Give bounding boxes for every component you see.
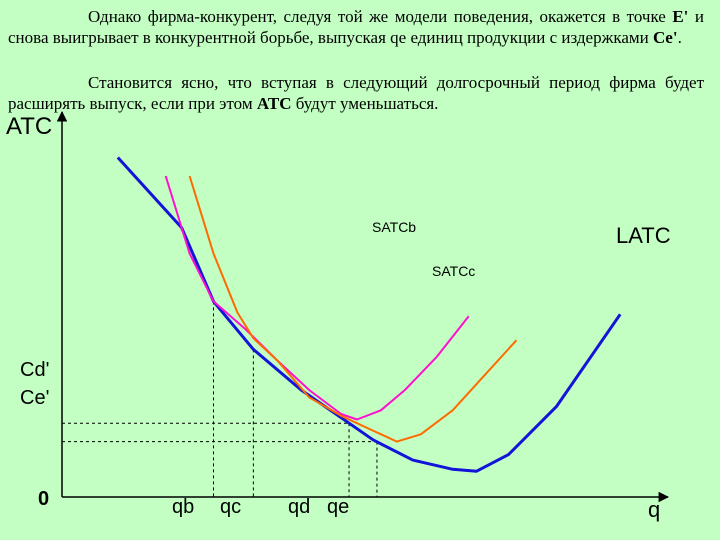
p2-text-a: Становится ясно, что вступая в следующий… bbox=[8, 73, 704, 113]
x-axis-label: q bbox=[648, 497, 660, 522]
p2-text-b: будут уменьшаться. bbox=[291, 94, 439, 113]
y-tick-ce: Ce' bbox=[20, 387, 49, 409]
p1-cost-label: Ce' bbox=[653, 28, 678, 47]
p1-point-label: E' bbox=[672, 7, 689, 26]
series-line-latc bbox=[116, 156, 622, 473]
p1-text-b: и снова выигрывает в конкурентной борьбе… bbox=[8, 7, 704, 47]
series-label-latc: LATC bbox=[616, 223, 671, 248]
p1-text-a: Однако фирма-конкурент, следуя той же мо… bbox=[88, 7, 673, 26]
p2-atc-label: ATC bbox=[256, 94, 292, 113]
y-axis-label: ATC bbox=[6, 113, 52, 140]
y-tick-cd: Cd' bbox=[20, 359, 49, 381]
series-line-satcc bbox=[188, 175, 518, 443]
series-line-satcb bbox=[164, 175, 470, 421]
origin-label: 0 bbox=[38, 488, 49, 510]
p1-text-end: . bbox=[677, 28, 682, 47]
paragraph-1: Однако фирма-конкурент, следуя той же мо… bbox=[8, 6, 704, 48]
x-tick-qb: qb bbox=[172, 496, 194, 518]
x-tick-qc: qc bbox=[220, 496, 241, 518]
series-label-satcb: SATCb bbox=[372, 219, 416, 235]
series-label-satcc: SATCc bbox=[432, 263, 475, 279]
x-tick-qe: qe bbox=[327, 496, 349, 518]
x-tick-qd: qd bbox=[288, 496, 310, 518]
paragraph-2: Становится ясно, что вступая в следующий… bbox=[8, 72, 704, 114]
